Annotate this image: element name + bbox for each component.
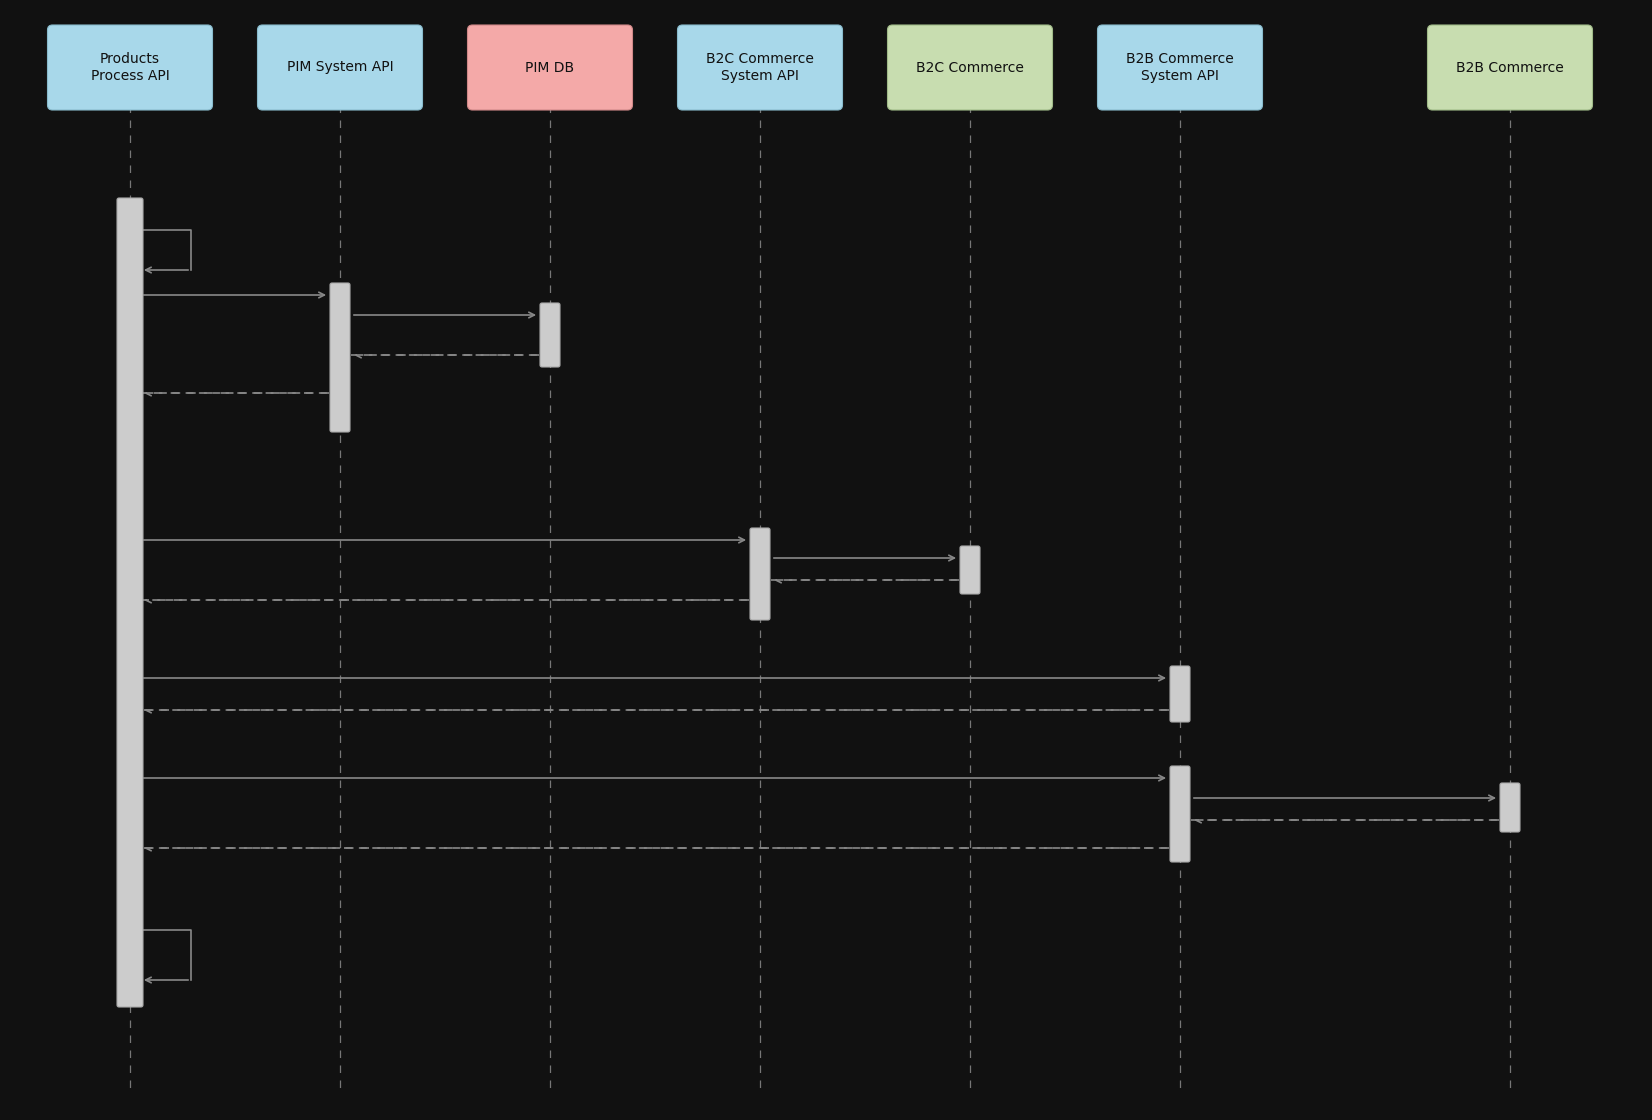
FancyBboxPatch shape	[677, 25, 843, 110]
FancyBboxPatch shape	[1170, 766, 1189, 862]
Text: B2B Commerce
System API: B2B Commerce System API	[1127, 53, 1234, 83]
FancyBboxPatch shape	[960, 547, 980, 594]
Text: B2B Commerce: B2B Commerce	[1455, 60, 1564, 75]
FancyBboxPatch shape	[330, 283, 350, 432]
Text: B2C Commerce: B2C Commerce	[917, 60, 1024, 75]
FancyBboxPatch shape	[48, 25, 213, 110]
FancyBboxPatch shape	[468, 25, 633, 110]
FancyBboxPatch shape	[1500, 783, 1520, 832]
Text: B2C Commerce
System API: B2C Commerce System API	[705, 53, 814, 83]
FancyBboxPatch shape	[1427, 25, 1593, 110]
Text: Products
Process API: Products Process API	[91, 53, 170, 83]
FancyBboxPatch shape	[117, 198, 144, 1007]
FancyBboxPatch shape	[540, 304, 560, 367]
FancyBboxPatch shape	[1097, 25, 1262, 110]
FancyBboxPatch shape	[258, 25, 423, 110]
Text: PIM DB: PIM DB	[525, 60, 575, 75]
FancyBboxPatch shape	[887, 25, 1052, 110]
FancyBboxPatch shape	[1170, 666, 1189, 722]
FancyBboxPatch shape	[750, 528, 770, 620]
Text: PIM System API: PIM System API	[287, 60, 393, 75]
